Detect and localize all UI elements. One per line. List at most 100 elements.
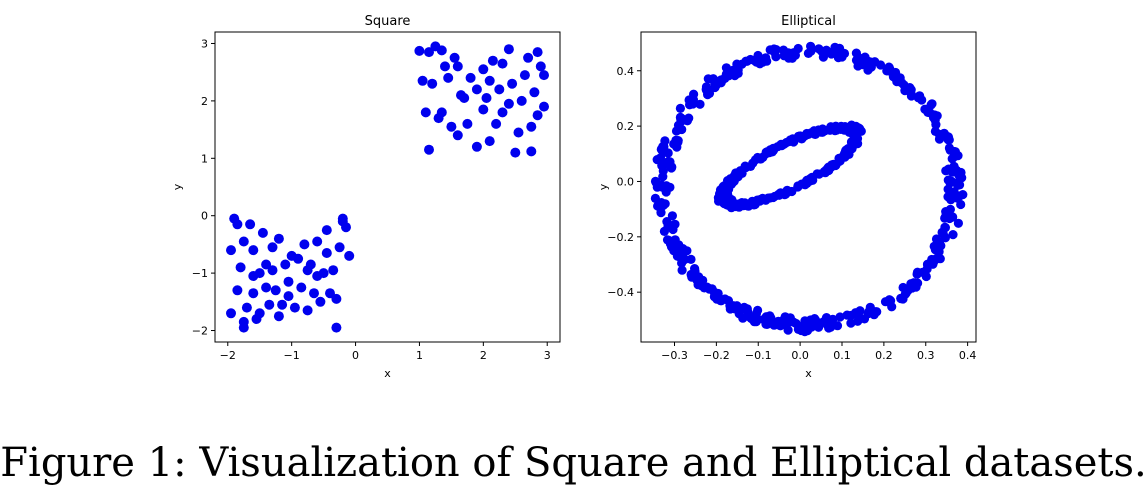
elliptical-point [945, 204, 956, 214]
square-y-tick-label: −2 [192, 325, 208, 338]
elliptical-point [725, 304, 735, 314]
elliptical-point [940, 233, 951, 243]
square-chart-title: Square [365, 14, 411, 29]
square-point [471, 84, 482, 95]
square-point [226, 245, 236, 256]
square-point [478, 104, 489, 115]
elliptical-point [650, 193, 661, 203]
square-point [293, 253, 304, 264]
square-point [471, 141, 482, 152]
elliptical-point [677, 265, 687, 275]
elliptical-point [761, 149, 771, 159]
elliptical-point [688, 95, 699, 105]
elliptical-point [650, 176, 661, 186]
elliptical-y-axis-label: y [597, 183, 610, 190]
elliptical-point [942, 131, 952, 142]
elliptical-point [840, 146, 851, 156]
elliptical-point [817, 127, 828, 137]
square-point [532, 47, 543, 58]
elliptical-point [827, 317, 837, 327]
square-x-tick-label: 1 [416, 349, 423, 362]
elliptical-point [930, 126, 941, 136]
elliptical-point [674, 240, 684, 250]
elliptical-point [724, 71, 734, 81]
elliptical-point [947, 154, 957, 164]
square-y-tick-label: 0 [201, 210, 208, 223]
elliptical-point [948, 212, 958, 222]
square-point [532, 110, 543, 121]
square-point [465, 72, 476, 83]
square-point [251, 314, 262, 324]
square-axes-frame [214, 31, 561, 343]
elliptical-x-tick-label: −0.3 [661, 349, 688, 362]
elliptical-point [701, 85, 712, 95]
elliptical-point [667, 211, 678, 221]
square-point [283, 276, 294, 287]
elliptical-point [814, 44, 824, 54]
elliptical-point [898, 282, 908, 293]
elliptical-point [853, 52, 863, 62]
square-point [523, 52, 534, 63]
square-point [325, 288, 335, 299]
figure-caption: Figure 1: Visualization of Square and El… [0, 440, 1147, 486]
elliptical-point [780, 190, 790, 200]
elliptical-point [957, 173, 967, 183]
square-point [315, 296, 326, 307]
elliptical-point [762, 56, 772, 66]
elliptical-x-tick-label: 0.3 [917, 349, 935, 362]
square-point [280, 259, 291, 270]
elliptical-point [675, 103, 686, 113]
elliptical-y-tick-label: −0.4 [607, 286, 634, 299]
square-point [424, 144, 434, 155]
elliptical-x-tick-label: −0.2 [703, 349, 730, 362]
elliptical-point [838, 49, 848, 59]
elliptical-point [710, 287, 720, 297]
elliptical-point [826, 123, 836, 134]
elliptical-point [884, 62, 894, 72]
square-point [232, 285, 243, 296]
square-x-axis-label: x [384, 367, 391, 380]
square-point [341, 222, 351, 233]
square-point [539, 70, 549, 81]
elliptical-point [761, 319, 771, 329]
square-point [443, 72, 454, 83]
elliptical-point [930, 110, 940, 120]
square-point [513, 127, 524, 138]
elliptical-point [723, 296, 734, 306]
elliptical-point [856, 126, 866, 136]
elliptical-point [737, 168, 747, 178]
square-y-tick-label: 2 [201, 95, 208, 108]
square-point [267, 265, 278, 276]
square-point [226, 308, 236, 319]
elliptical-point [726, 194, 736, 204]
square-x-tick-label: 0 [352, 349, 359, 362]
elliptical-point [794, 131, 804, 141]
elliptical-point [666, 163, 677, 173]
elliptical-point [913, 278, 923, 288]
elliptical-point [955, 191, 965, 201]
elliptical-point [824, 162, 834, 172]
square-point [462, 118, 473, 129]
square-point [484, 136, 495, 147]
square-point [235, 262, 246, 273]
elliptical-point [906, 90, 917, 100]
square-point [510, 147, 521, 158]
square-point [328, 265, 339, 276]
elliptical-point [661, 181, 672, 191]
square-point [491, 118, 502, 129]
square-point [344, 250, 355, 261]
elliptical-point [779, 319, 790, 330]
elliptical-point [761, 312, 771, 322]
square-point [248, 271, 259, 281]
square-y-axis-label: y [171, 183, 184, 190]
square-point [321, 225, 332, 236]
elliptical-y-tick-label: 0.0 [617, 175, 635, 188]
elliptical-point [695, 99, 705, 109]
square-point [484, 75, 495, 86]
elliptical-point [658, 147, 668, 157]
elliptical-point [932, 253, 942, 263]
square-point [264, 299, 275, 310]
square-point [420, 107, 431, 118]
elliptical-point [753, 305, 763, 315]
square-point [270, 285, 281, 296]
